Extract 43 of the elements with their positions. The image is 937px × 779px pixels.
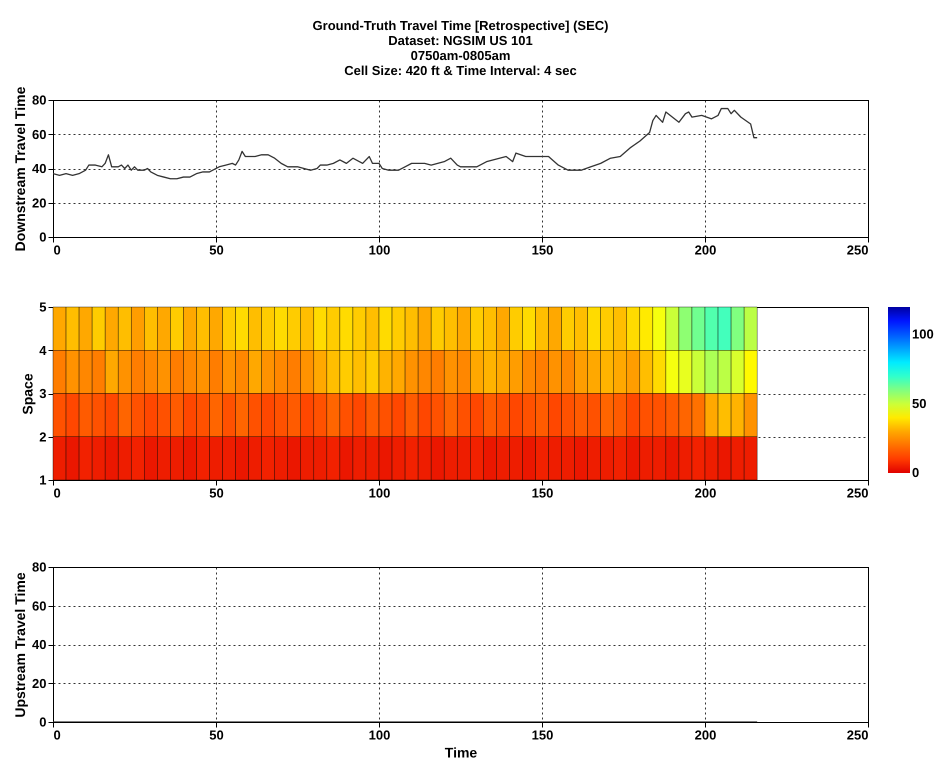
y-tick-label: 4 (39, 342, 48, 358)
y-tick-label: 40 (32, 637, 46, 652)
y-tick-label: 0 (39, 230, 46, 244)
x-tick-label: 0 (54, 486, 61, 500)
y-tick-label: 1 (39, 472, 46, 488)
color-bar-label: 0 (912, 465, 920, 480)
x-tick-label: 150 (532, 486, 554, 500)
y-axis-title: Space (19, 373, 36, 415)
color-bar-label: 100 (912, 326, 934, 342)
x-tick-label: 250 (846, 486, 868, 500)
x-tick-label: 100 (368, 486, 390, 500)
y-tick-label: 80 (32, 560, 46, 574)
x-tick-label: 100 (368, 242, 390, 258)
y-tick-label: 40 (32, 161, 46, 176)
chart-title: Ground-Truth Travel Time [Retrospective] (SEC) (312, 18, 608, 34)
y-tick-label: 60 (32, 598, 46, 614)
x-tick-label: 0 (54, 242, 61, 258)
x-tick-label: 150 (532, 242, 554, 258)
y-tick-label: 2 (39, 429, 46, 444)
x-axis-title: Time (444, 744, 478, 760)
y-tick-label: 3 (39, 386, 46, 401)
y-tick-label: 0 (39, 714, 46, 730)
y-tick-label: 20 (32, 195, 46, 210)
x-tick-label: 200 (694, 728, 716, 742)
x-tick-label: 50 (209, 486, 224, 500)
y-axis-title: Downstream Travel Time (12, 86, 28, 252)
y-tick-label: 80 (32, 92, 46, 108)
x-tick-label: 250 (846, 242, 868, 258)
x-tick-label: 50 (209, 242, 224, 258)
y-tick-label: 60 (32, 126, 46, 142)
x-tick-label: 50 (209, 728, 224, 742)
y-tick-label: 5 (39, 300, 46, 314)
x-tick-label: 150 (532, 728, 554, 742)
x-tick-label: 200 (694, 486, 716, 500)
x-tick-label: 0 (54, 728, 61, 742)
chart-subtitle: Dataset: NGSIM US 101 0750am-0805am Cell Size: 420 ft & Time Interval: 4 sec (344, 33, 577, 78)
x-tick-label: 200 (694, 242, 716, 258)
color-bar-label: 50 (912, 396, 926, 411)
x-tick-label: 100 (368, 728, 390, 742)
line-series (53, 108, 758, 180)
y-tick-label: 20 (32, 676, 46, 691)
y-axis-title: Upstream Travel Time (12, 572, 28, 718)
x-tick-label: 250 (846, 728, 868, 742)
